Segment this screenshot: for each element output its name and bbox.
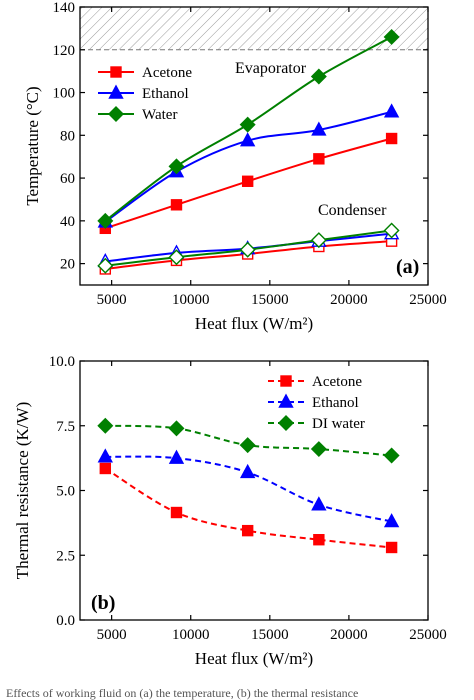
y-tick-label: 0.0 (56, 613, 75, 629)
x-tick-label: 10000 (172, 292, 210, 308)
legend-marker (108, 106, 124, 122)
y-tick-label: 80 (60, 128, 75, 144)
legend-marker (278, 415, 294, 431)
legend-marker (108, 84, 124, 99)
y-tick-label: 40 (60, 214, 75, 230)
y-axis-label: Temperature (°C) (23, 86, 42, 205)
data-point-2 (168, 158, 185, 175)
chart-panel-a: 5000 10000 15000 20000 25000 20 40 60 80 100 120 14… (23, 0, 447, 333)
y-tick-label: 20 (60, 257, 75, 273)
data-point-2 (97, 212, 114, 229)
data-point-0 (241, 524, 254, 537)
data-point-2 (383, 28, 400, 45)
data-point-0 (385, 541, 398, 554)
annotation: Condenser (318, 202, 387, 219)
x-axis-label: Heat flux (W/m²) (195, 314, 313, 333)
x-tick-label: 25000 (409, 292, 447, 308)
data-point-1 (239, 463, 256, 479)
y-tick-label: 120 (53, 43, 76, 59)
legend-label: Water (142, 107, 177, 123)
data-point-1 (383, 103, 400, 118)
plot-frame (79, 360, 429, 621)
data-point-0 (170, 506, 183, 519)
data-point-2 (168, 420, 185, 437)
data-point-5 (239, 241, 256, 258)
legend-marker (278, 393, 294, 408)
x-tick-label: 15000 (251, 627, 289, 643)
y-tick-label: 10.0 (49, 354, 75, 370)
data-point-5 (97, 257, 114, 274)
y-axis-label: Thermal resistance (K/W) (13, 402, 32, 579)
legend-label: DI water (312, 416, 365, 432)
data-point-1 (383, 513, 400, 528)
legend-label: Acetone (312, 374, 362, 390)
data-point-0 (241, 175, 254, 187)
chart-panel-b: 5000 10000 15000 20000 25000 0.0 2.5 5.0 7.5 10.0… (13, 354, 447, 668)
x-tick-label: 20000 (330, 292, 368, 308)
panel-label: (a) (396, 256, 419, 278)
y-tick-label: 100 (53, 86, 76, 102)
hatched-limit-band (80, 7, 428, 50)
x-tick-label: 10000 (172, 627, 210, 643)
figure-caption: Effects of working fluid on (a) the temp… (6, 686, 358, 700)
data-point-5 (310, 232, 327, 249)
x-axis-label: Heat flux (W/m²) (195, 649, 313, 668)
x-tick-label: 5000 (97, 627, 127, 643)
data-point-1 (311, 496, 327, 511)
data-point-0 (313, 153, 325, 165)
data-point-0 (99, 462, 112, 475)
data-point-1 (239, 132, 256, 147)
plot-frame (79, 6, 429, 286)
y-tick-label: 60 (60, 171, 75, 187)
data-point-5 (383, 222, 400, 239)
legend-marker (110, 66, 122, 78)
y-tick-label: 7.5 (56, 419, 75, 435)
data-point-2 (310, 68, 327, 85)
series-line-0 (104, 467, 392, 549)
data-point-2 (310, 441, 327, 458)
data-point-5 (168, 249, 185, 266)
data-point-1 (97, 448, 113, 463)
data-point-0 (313, 534, 325, 546)
legend-label: Ethanol (142, 86, 189, 102)
data-point-2 (97, 417, 114, 434)
x-tick-label: 25000 (409, 627, 447, 643)
panel-label: (b) (91, 592, 115, 614)
legend-label: Acetone (142, 65, 192, 81)
data-point-2 (239, 116, 256, 133)
x-tick-label: 15000 (251, 292, 289, 308)
x-tick-label: 5000 (97, 292, 127, 308)
legend-label: Ethanol (312, 395, 359, 411)
legend-marker (280, 375, 292, 387)
y-tick-label: 5.0 (56, 484, 75, 500)
y-tick-label: 2.5 (56, 548, 75, 564)
x-tick-label: 20000 (330, 627, 368, 643)
data-point-1 (168, 449, 185, 464)
data-point-0 (385, 132, 398, 145)
y-tick-label: 140 (53, 0, 76, 16)
annotation: Evaporator (235, 60, 307, 77)
data-point-0 (170, 199, 183, 211)
data-point-1 (311, 121, 327, 136)
data-point-2 (239, 437, 256, 454)
data-point-2 (383, 447, 400, 464)
